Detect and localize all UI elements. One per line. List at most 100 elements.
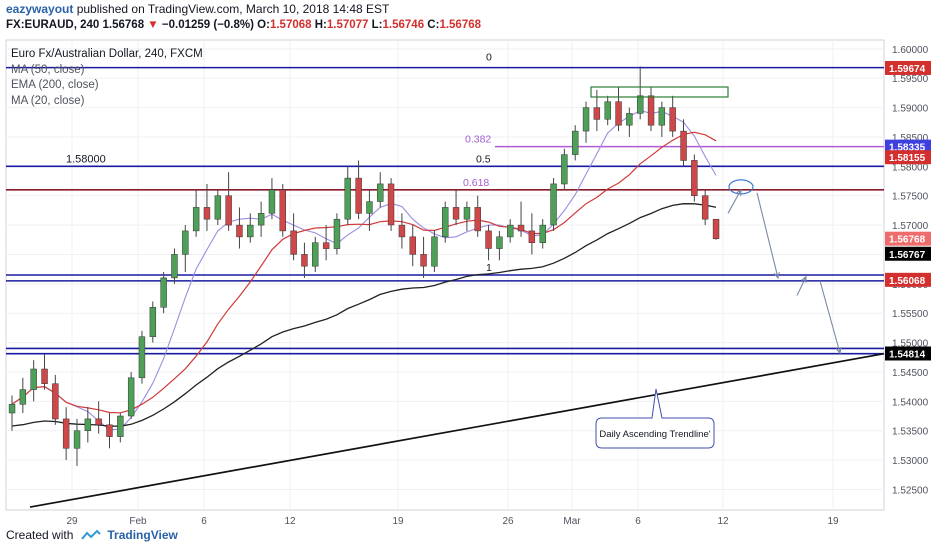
price-tag (885, 272, 931, 287)
x-tick-label: Feb (129, 516, 147, 527)
projection-arrow (819, 280, 841, 354)
candle-body (333, 218, 341, 249)
candle-body (658, 107, 666, 126)
price-tag-label: 1.56767 (889, 250, 926, 261)
callout-text: Daily Ascending Trendline' (599, 429, 710, 440)
low-value: 1.56746 (382, 19, 425, 31)
candle-body (236, 224, 243, 238)
change-value: −0.01259 (−0.8%) (161, 19, 254, 31)
x-tick-label: 19 (392, 516, 404, 527)
candle-body (712, 218, 720, 239)
candle-body (452, 207, 460, 220)
candle-body (409, 236, 416, 255)
arrow-head (835, 347, 842, 355)
candle-body (214, 195, 222, 220)
tradingview-logo-icon (81, 529, 102, 540)
candle-body (572, 130, 579, 155)
candle-body (561, 154, 568, 185)
down-arrow-icon: ▼ (147, 19, 159, 31)
x-tick-label: 29 (66, 516, 78, 527)
fib-label: 0.618 (463, 177, 489, 189)
candle-body (30, 368, 37, 390)
candle-body (680, 130, 687, 161)
candle-body (528, 230, 536, 243)
candle-body (615, 101, 622, 126)
candle-body (604, 101, 611, 120)
published-line: eazywayout published on TradingView.com,… (6, 2, 389, 16)
price-tag-label: 1.58155 (889, 153, 926, 164)
legend-item-ema200[interactable]: EMA (200, close) (11, 79, 99, 91)
y-tick-label: 1.54000 (892, 397, 929, 408)
projection-arrow (727, 189, 742, 214)
open-label: O: (257, 19, 270, 31)
candle-body (322, 242, 330, 249)
price-tag (885, 139, 931, 154)
candle-body (420, 254, 427, 267)
arrow-head (735, 188, 742, 196)
candle-body (647, 95, 655, 126)
y-tick-label: 1.58500 (892, 133, 929, 144)
high-value: 1.57077 (326, 19, 369, 31)
candle-body (387, 183, 395, 226)
ema200-line (11, 203, 717, 427)
callout-shape (595, 388, 715, 449)
author-name[interactable]: eazywayout (6, 2, 74, 16)
candle-body (485, 230, 492, 249)
candle-body (463, 207, 471, 220)
candle-body (41, 368, 48, 384)
y-tick-label: 1.57500 (892, 192, 929, 203)
candle-body (52, 383, 59, 420)
price-tag (885, 150, 931, 165)
arrow-head (773, 271, 780, 280)
chart-legend: Euro Fx/Australian Dollar, 240, FXCM MA … (11, 47, 203, 109)
legend-item-ma20[interactable]: MA (20, close) (11, 94, 85, 107)
x-tick-label: 12 (717, 516, 729, 527)
price-tag-label: 1.56068 (889, 276, 926, 287)
candle-body (73, 430, 81, 449)
footer: Created with TradingView (6, 528, 178, 542)
projection-arrow (756, 192, 779, 279)
candle-body (626, 113, 633, 126)
price-tag-label: 1.59674 (889, 64, 926, 75)
candle-body (247, 224, 254, 238)
candle-body (268, 189, 276, 214)
candle-body (257, 213, 265, 226)
y-tick-label: 1.52500 (892, 485, 929, 496)
candle-body (62, 418, 70, 449)
candle-body (539, 224, 546, 243)
x-tick-label: 26 (502, 516, 514, 527)
price-tag (885, 246, 931, 261)
candle-body (344, 177, 351, 220)
y-tick-label: 1.60000 (892, 45, 929, 56)
ohlc-line: FX:EURAUD, 240 1.56768 ▼ −0.01259 (−0.8%… (6, 19, 481, 31)
fib-label: 0 (486, 52, 492, 64)
x-tick-label: 12 (284, 516, 296, 527)
trendline-callout: Daily Ascending Trendline' (595, 388, 715, 449)
projection-arrow (796, 276, 807, 296)
candle-body (160, 277, 167, 308)
candle-body (301, 254, 308, 267)
candle-body (637, 95, 644, 114)
level-label: 1.58000 (66, 153, 106, 165)
candle-body (182, 230, 189, 255)
tradingview-brand[interactable]: TradingView (107, 528, 178, 542)
price-tag (885, 231, 931, 246)
x-tick-label: Mar (563, 516, 581, 527)
candle-body (84, 418, 92, 431)
fib-label: 0.5 (476, 153, 491, 165)
price-tag-label: 1.56768 (889, 235, 926, 246)
candle-body (8, 403, 16, 414)
legend-title: Euro Fx/Australian Dollar, 240, FXCM (11, 48, 203, 60)
legend-item-ma50[interactable]: MA (50, close) (11, 63, 85, 76)
published-text: published on TradingView.com, March 10, … (76, 2, 390, 16)
candle-body (279, 189, 286, 232)
candle-body (366, 201, 373, 214)
candle-body (550, 183, 557, 226)
y-tick-label: 1.58000 (892, 162, 929, 173)
candle-body (138, 336, 146, 379)
candle-body (192, 207, 200, 232)
ascending-trendline (29, 352, 885, 508)
high-label: H: (314, 19, 327, 31)
candle-body (669, 107, 676, 132)
